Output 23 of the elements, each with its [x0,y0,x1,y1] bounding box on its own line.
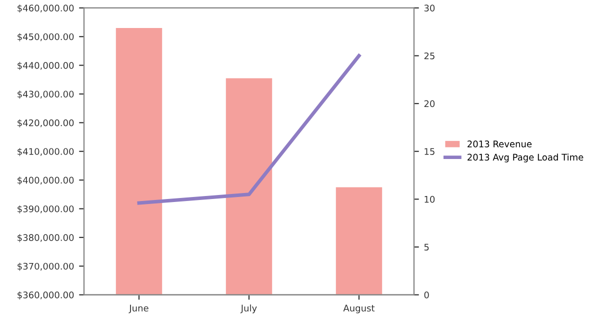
y2-tick-label: 10 [424,196,435,203]
y-tick-label: $460,000.00 [18,4,74,13]
y-tick-label: $410,000.00 [18,148,74,156]
y2-tick-label: 30 [424,4,435,12]
y-tick-label: $360,000.00 [18,291,74,300]
y2-tick-label: 0 [424,292,429,298]
x-tick-label: July [240,304,257,314]
x-tick-label: August [343,304,375,314]
y-tick-label: $430,000.00 [18,90,74,99]
legend-label: 2013 Avg Page Load Time [468,154,584,162]
y-tick-label: $450,000.00 [18,33,74,42]
y-tick-label: $440,000.00 [18,62,74,70]
y-tick-label: $390,000.00 [18,205,74,214]
y-tick-label: $370,000.00 [18,262,74,271]
y-tick-label: $400,000.00 [18,176,74,185]
y2-tick-label: 5 [424,244,429,251]
y2-tick-label: 15 [424,148,434,155]
x-tick-label: June [128,304,148,314]
y2-tick-label: 20 [424,100,435,108]
legend-label: 2013 Revenue [468,140,532,148]
y2-tick-label: 25 [424,52,434,60]
y-tick-label: $420,000.00 [18,119,74,128]
y-tick-label: $380,000.00 [18,234,74,242]
